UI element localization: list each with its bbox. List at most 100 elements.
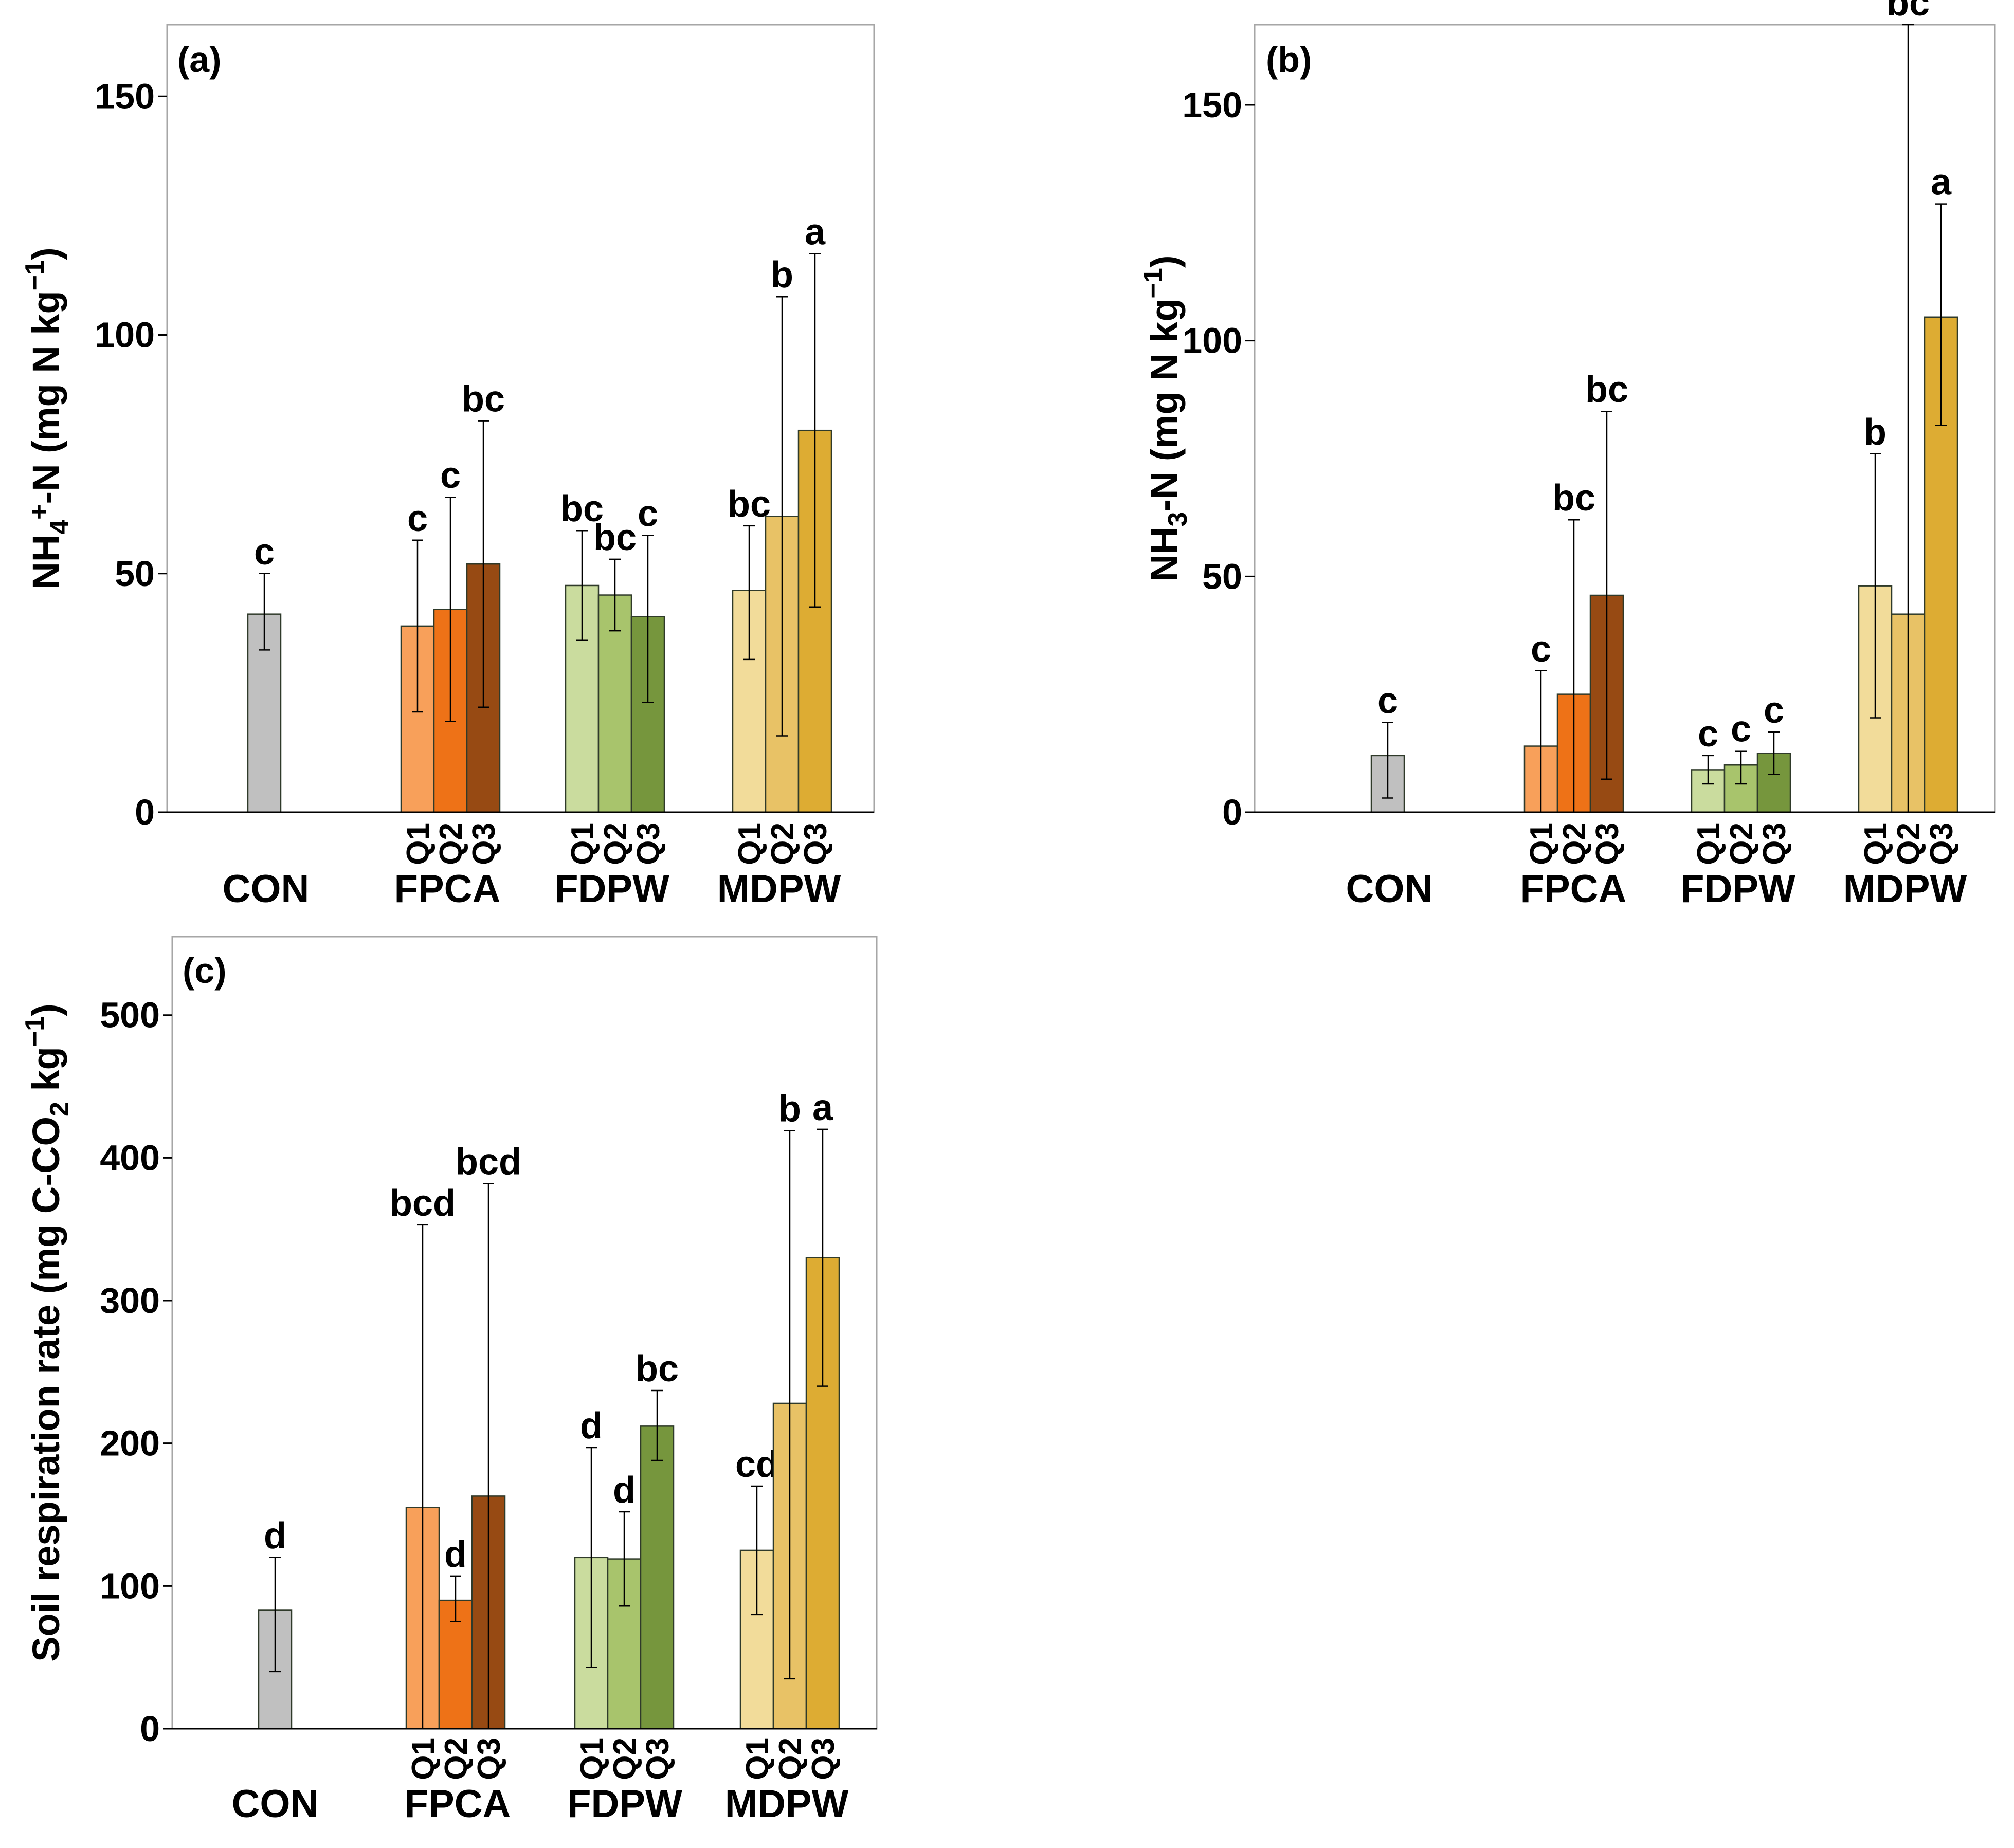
- quartile-label: Q2: [773, 1737, 808, 1780]
- quartile-label: Q1: [565, 822, 601, 865]
- y-tick-label: 50: [1202, 556, 1242, 596]
- quartile-label: Q1: [1858, 822, 1894, 865]
- quartile-label: Q3: [631, 822, 666, 865]
- y-axis-label-subscript: 4: [45, 520, 75, 535]
- y-tick-label: 0: [140, 1709, 160, 1749]
- quartile-label: Q1: [1691, 822, 1727, 865]
- significance-letter: d: [444, 1534, 467, 1575]
- quartile-label: Q1: [401, 822, 436, 865]
- panel-label: (a): [177, 40, 222, 80]
- significance-letter: c: [1377, 681, 1398, 722]
- group-label: MDPW: [717, 867, 841, 911]
- significance-letter: c: [1764, 690, 1784, 731]
- significance-letter: bc: [593, 517, 637, 558]
- quartile-label: Q2: [607, 1737, 643, 1780]
- significance-letter: bc: [1585, 369, 1628, 410]
- quartile-label: Q3: [806, 1737, 841, 1780]
- significance-letter: cd: [735, 1444, 778, 1485]
- panel-label: (c): [183, 950, 227, 991]
- quartile-label: Q3: [471, 1737, 507, 1780]
- y-axis-label-part: NH: [1143, 527, 1186, 582]
- y-axis-label-part: NH: [25, 535, 67, 590]
- group-label: FDPW: [567, 1782, 682, 1826]
- y-axis-label: NH4+-N (mg N kg−1): [20, 247, 75, 589]
- y-axis-label-part: ): [1143, 255, 1186, 268]
- group-label: FPCA: [394, 867, 501, 911]
- quartile-label: Q2: [765, 822, 801, 865]
- significance-letter: b: [1864, 412, 1886, 453]
- group-label: FDPW: [554, 867, 669, 911]
- quartile-label: Q2: [598, 822, 633, 865]
- significance-letter: bc: [728, 484, 771, 525]
- significance-letter: bc: [636, 1348, 679, 1389]
- significance-letter: c: [1698, 713, 1718, 755]
- y-axis-label-superscript: −1: [20, 260, 50, 290]
- quartile-label: Q3: [798, 822, 833, 865]
- quartile-label: Q2: [1557, 822, 1592, 865]
- significance-letter: c: [638, 493, 658, 534]
- y-axis-label-superscript: +: [24, 504, 54, 519]
- y-tick-label: 100: [95, 315, 155, 355]
- group-label: CON: [232, 1782, 319, 1826]
- significance-letter: c: [1531, 629, 1551, 670]
- significance-letter: c: [407, 498, 428, 539]
- quartile-label: Q1: [1524, 822, 1559, 865]
- y-tick-label: 200: [100, 1423, 160, 1463]
- quartile-label: Q1: [732, 822, 768, 865]
- y-axis-label-part: Soil respiration rate (mg C-CO: [25, 1117, 67, 1662]
- y-axis-label-part: ): [25, 1003, 67, 1016]
- bar: [640, 1425, 675, 1730]
- y-axis-label-part: kg: [25, 1047, 67, 1102]
- y-axis-label-subscript: 3: [1163, 512, 1193, 527]
- y-axis-label-part: -N (mg N kg: [1143, 298, 1186, 511]
- significance-letter: a: [1931, 162, 1952, 203]
- quartile-label: Q3: [640, 1737, 676, 1780]
- y-axis-label-superscript: −1: [20, 1016, 50, 1047]
- y-tick-label: 0: [1222, 792, 1242, 832]
- y-axis-label-part: -N (mg N kg: [25, 290, 67, 504]
- y-axis-label-superscript: −1: [1138, 268, 1168, 298]
- quartile-label: Q1: [740, 1737, 775, 1780]
- quartile-label: Q1: [406, 1737, 441, 1780]
- significance-letter: c: [254, 532, 275, 573]
- quartile-label: Q2: [433, 822, 469, 865]
- y-tick-label: 500: [100, 995, 160, 1035]
- panel-label: (b): [1266, 40, 1312, 80]
- y-tick-label: 100: [1182, 321, 1242, 361]
- significance-letter: a: [805, 212, 826, 253]
- significance-letter: bcd: [390, 1183, 456, 1224]
- quartile-label: Q3: [1924, 822, 1959, 865]
- y-tick-label: 100: [100, 1566, 160, 1606]
- quartile-label: Q2: [1891, 822, 1927, 865]
- y-tick-label: 150: [95, 76, 155, 116]
- y-axis-label: NH3-N (mg N kg−1): [1138, 255, 1193, 582]
- quartile-label: Q3: [1590, 822, 1625, 865]
- quartile-label: Q3: [466, 822, 502, 865]
- significance-letter: b: [778, 1089, 801, 1130]
- y-tick-label: 150: [1182, 85, 1242, 125]
- group-label: MDPW: [725, 1782, 849, 1826]
- significance-letter: c: [1731, 709, 1751, 750]
- group-label: FPCA: [1520, 867, 1627, 911]
- significance-letter: c: [440, 455, 461, 496]
- significance-letter: b: [771, 254, 793, 296]
- significance-letter: bc: [462, 379, 505, 420]
- y-tick-label: 400: [100, 1138, 160, 1178]
- significance-letter: d: [264, 1515, 286, 1557]
- quartile-label: Q2: [1724, 822, 1759, 865]
- quartile-label: Q2: [439, 1737, 474, 1780]
- significance-letter: bcd: [456, 1141, 521, 1182]
- y-tick-label: 50: [115, 554, 155, 594]
- group-label: MDPW: [1843, 867, 1967, 911]
- quartile-label: Q3: [1757, 822, 1792, 865]
- y-axis-label: Soil respiration rate (mg C-CO2 kg−1): [20, 1003, 75, 1662]
- significance-letter: a: [812, 1087, 833, 1128]
- group-label: FDPW: [1680, 867, 1795, 911]
- significance-letter: bc: [1886, 0, 1930, 24]
- significance-letter: bc: [560, 488, 604, 529]
- chart-panel-2: 0 100 200 300 400 500 (c) Soil respiration rate…: [20, 936, 878, 1826]
- group-label: CON: [1346, 867, 1433, 911]
